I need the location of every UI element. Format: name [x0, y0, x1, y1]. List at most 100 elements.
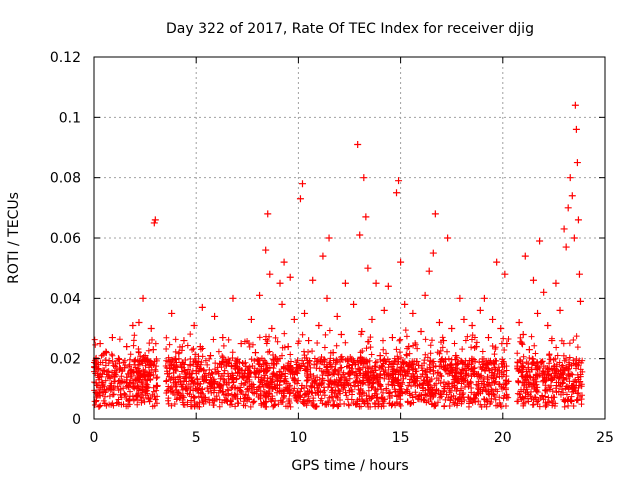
noise-marker: [332, 361, 339, 368]
data-point-marker: [570, 234, 578, 242]
noise-marker: [118, 373, 125, 380]
noise-marker: [503, 363, 510, 370]
noise-marker: [207, 374, 214, 381]
noise-marker: [441, 366, 448, 373]
data-point-marker: [170, 379, 178, 387]
data-point-marker: [96, 340, 104, 348]
noise-marker: [194, 376, 201, 383]
noise-marker: [220, 381, 227, 388]
noise-marker: [195, 386, 202, 393]
data-point-marker: [296, 195, 304, 203]
noise-marker: [312, 377, 319, 384]
noise-marker: [368, 368, 375, 375]
noise-marker: [458, 400, 465, 407]
noise-marker: [478, 372, 485, 379]
noise-marker: [537, 359, 544, 366]
noise-marker: [559, 379, 566, 386]
noise-marker: [141, 398, 148, 405]
noise-marker: [186, 371, 193, 378]
noise-marker: [456, 391, 463, 398]
noise-marker: [322, 401, 329, 408]
noise-marker: [229, 395, 236, 402]
noise-marker: [441, 387, 448, 394]
noise-marker: [553, 367, 560, 374]
noise-marker: [396, 349, 403, 356]
noise-marker: [389, 382, 396, 389]
noise-marker: [202, 396, 209, 403]
noise-marker: [385, 390, 392, 397]
noise-marker: [312, 390, 319, 397]
data-point-marker: [519, 331, 527, 339]
noise-marker: [323, 368, 330, 375]
noise-marker: [441, 403, 448, 410]
data-point-marker: [417, 328, 425, 336]
noise-marker: [561, 367, 568, 374]
noise-marker: [342, 339, 349, 346]
noise-marker: [189, 346, 196, 353]
noise-marker: [135, 346, 142, 353]
noise-marker: [498, 383, 505, 390]
noise-marker: [418, 364, 425, 371]
noise-marker: [283, 378, 290, 385]
noise-marker: [486, 359, 493, 366]
data-point-marker: [147, 325, 155, 332]
noise-marker: [264, 382, 271, 389]
noise-marker: [200, 400, 207, 407]
data-point-marker: [278, 300, 286, 308]
noise-marker: [195, 353, 202, 360]
data-point-marker: [196, 343, 204, 351]
noise-marker: [368, 351, 375, 358]
noise-marker: [336, 377, 343, 384]
noise-marker: [561, 403, 568, 410]
noise-marker: [367, 369, 374, 376]
noise-marker: [202, 377, 209, 384]
noise-marker: [231, 392, 238, 399]
y-tick-label: 0.08: [50, 171, 81, 187]
noise-marker: [565, 359, 572, 366]
noise-marker: [475, 385, 482, 392]
noise-marker: [519, 368, 526, 375]
noise-marker: [269, 371, 276, 378]
noise-marker: [221, 397, 228, 404]
data-point-marker: [464, 361, 472, 369]
noise-marker: [528, 383, 535, 390]
noise-marker: [114, 383, 121, 390]
data-point-marker: [286, 273, 294, 281]
noise-marker: [406, 361, 413, 368]
data-point-marker: [186, 361, 194, 369]
noise-marker: [492, 396, 499, 403]
noise-marker: [452, 373, 459, 380]
data-point-marker: [172, 355, 180, 363]
noise-marker: [369, 383, 376, 390]
noise-marker: [281, 393, 288, 400]
noise-marker: [163, 364, 170, 371]
noise-marker: [204, 361, 211, 368]
noise-marker: [123, 374, 130, 381]
noise-marker: [380, 368, 387, 375]
noise-marker: [503, 380, 510, 387]
noise-marker: [309, 348, 316, 355]
noise-marker: [475, 398, 482, 405]
noise-marker: [396, 337, 403, 344]
data-point-marker: [562, 243, 570, 251]
noise-marker: [363, 375, 370, 382]
noise-marker: [363, 345, 370, 352]
data-point-marker: [444, 234, 452, 242]
noise-marker: [260, 360, 267, 367]
noise-marker: [120, 378, 127, 385]
data-point-marker: [280, 258, 288, 266]
noise-marker: [542, 399, 549, 406]
data-point-marker: [476, 306, 484, 314]
noise-marker: [560, 352, 567, 359]
noise-marker: [489, 387, 496, 394]
noise-marker: [374, 375, 381, 382]
noise-marker: [561, 376, 568, 383]
noise-marker: [300, 400, 307, 407]
noise-marker: [116, 356, 123, 363]
noise-marker: [365, 374, 372, 381]
noise-marker: [281, 344, 288, 351]
noise-marker: [127, 367, 134, 374]
noise-marker: [472, 358, 479, 365]
noise-marker: [437, 380, 444, 387]
data-point-marker: [323, 294, 331, 302]
